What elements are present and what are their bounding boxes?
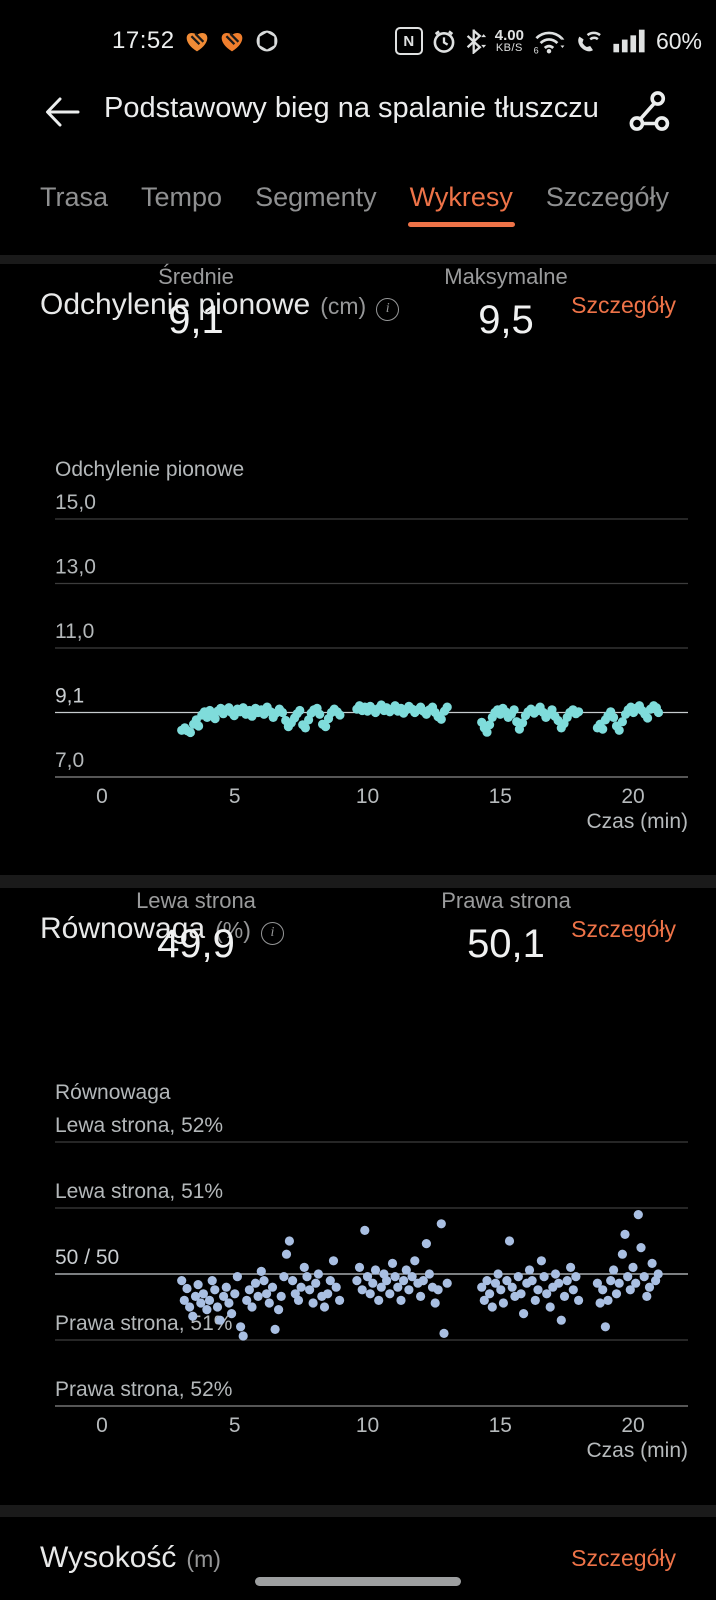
tab-trasa[interactable]: Trasa bbox=[40, 182, 109, 212]
tab-wykresy[interactable]: Wykresy bbox=[407, 182, 515, 227]
svg-text:Prawa strona, 52%: Prawa strona, 52% bbox=[55, 1378, 232, 1401]
svg-text:15,0: 15,0 bbox=[55, 491, 96, 514]
svg-text:15: 15 bbox=[489, 785, 512, 808]
tab-szczegoly[interactable]: Szczegóły bbox=[545, 182, 669, 212]
tab-segmenty[interactable]: Segmenty bbox=[255, 182, 377, 212]
card-vertical-oscillation: Odchylenie pionowe (cm) i Szczegóły Śred… bbox=[0, 264, 716, 875]
svg-text:7,0: 7,0 bbox=[55, 749, 84, 772]
battery-percent: 60% bbox=[655, 27, 702, 54]
svg-text:20: 20 bbox=[621, 1414, 644, 1437]
bluetooth-icon bbox=[466, 29, 486, 54]
header: Podstawowy bieg na spalanie tłuszczu bbox=[0, 86, 716, 138]
svg-text:9,1: 9,1 bbox=[55, 685, 84, 708]
card-divider bbox=[0, 255, 716, 264]
tab-bar: Trasa Tempo Segmenty Wykresy Szczegóły bbox=[40, 182, 686, 227]
svg-text:13,0: 13,0 bbox=[55, 556, 96, 579]
card-unit: (cm) bbox=[320, 293, 367, 319]
svg-text:5: 5 bbox=[229, 1414, 241, 1437]
stat-label: Prawa strona bbox=[441, 888, 571, 913]
signal-bars-icon bbox=[613, 29, 645, 53]
card-title: Równowaga bbox=[40, 912, 206, 945]
wifi-calling-icon bbox=[578, 31, 601, 52]
card-title: Odchylenie pionowe bbox=[40, 288, 311, 321]
stat-right-side: Prawa strona 50,1 bbox=[366, 888, 646, 967]
details-link[interactable]: Szczegóły bbox=[571, 916, 676, 942]
info-icon[interactable]: i bbox=[376, 297, 400, 321]
svg-text:6: 6 bbox=[534, 46, 539, 55]
status-bar: 17:52 N bbox=[0, 18, 716, 64]
svg-text:20: 20 bbox=[621, 785, 644, 808]
share-route-button[interactable] bbox=[624, 86, 672, 136]
svg-text:15: 15 bbox=[489, 1414, 512, 1437]
balance-chart[interactable]: Równowaga Lewa strona, 52% Lewa strona, 51… bbox=[0, 1075, 716, 1465]
stat-value: 49,9 bbox=[157, 922, 235, 966]
vertical-oscillation-chart[interactable]: Odchylenie pionowe 15,0 13,0 11,0 9,1 7,0 0 5 10… bbox=[0, 452, 716, 832]
tab-tempo[interactable]: Tempo bbox=[141, 182, 223, 212]
details-link[interactable]: Szczegóły bbox=[571, 1545, 676, 1571]
active-tab-underline bbox=[407, 222, 515, 227]
route-icon bbox=[629, 91, 670, 131]
health-heart-icon bbox=[186, 32, 207, 52]
network-speed: 4.00 KB/S bbox=[494, 27, 524, 54]
card-unit: (%) bbox=[215, 917, 251, 943]
tab-wykresy-label: Wykresy bbox=[409, 182, 513, 212]
stat-value: 9,1 bbox=[168, 298, 224, 342]
wifi-icon: 6 bbox=[534, 31, 565, 55]
svg-text:0: 0 bbox=[96, 785, 108, 808]
health-heart-icon bbox=[221, 32, 242, 52]
svg-text:11,0: 11,0 bbox=[55, 620, 94, 643]
stat-value: 9,5 bbox=[478, 298, 534, 342]
svg-text:Czas (min): Czas (min) bbox=[586, 810, 688, 832]
stat-value: 50,1 bbox=[467, 922, 545, 966]
stat-average: Średnie 9,1 bbox=[56, 264, 336, 343]
stat-maximum: Maksymalne 9,5 bbox=[366, 264, 646, 343]
info-icon[interactable]: i bbox=[260, 921, 284, 945]
svg-text:Czas (min): Czas (min) bbox=[586, 1439, 688, 1462]
stat-label: Maksymalne bbox=[444, 264, 568, 289]
card-unit: (m) bbox=[186, 1546, 221, 1572]
card-divider bbox=[0, 875, 716, 888]
svg-text:50 / 50: 50 / 50 bbox=[55, 1246, 119, 1269]
svg-text:Prawa strona, 51%: Prawa strona, 51% bbox=[55, 1312, 232, 1335]
nfc-icon: N bbox=[394, 27, 423, 55]
page-title: Podstawowy bieg na spalanie tłuszczu bbox=[104, 92, 599, 124]
svg-text:Lewa strona, 51%: Lewa strona, 51% bbox=[55, 1180, 223, 1203]
svg-text:0: 0 bbox=[96, 1414, 108, 1437]
svg-text:10: 10 bbox=[356, 785, 379, 808]
svg-text:5: 5 bbox=[229, 785, 241, 808]
svg-text:10: 10 bbox=[356, 1414, 379, 1437]
back-button[interactable] bbox=[38, 90, 84, 134]
status-time: 17:52 bbox=[112, 27, 175, 54]
svg-text:Odchylenie pionowe: Odchylenie pionowe bbox=[55, 458, 244, 481]
home-indicator[interactable] bbox=[255, 1577, 461, 1586]
card-divider bbox=[0, 1505, 716, 1517]
svg-text:Lewa strona, 52%: Lewa strona, 52% bbox=[55, 1114, 223, 1137]
card-title: Wysokość bbox=[40, 1541, 177, 1574]
chatgpt-icon bbox=[256, 30, 277, 52]
svg-text:Równowaga: Równowaga bbox=[55, 1081, 171, 1104]
stat-left-side: Lewa strona 49,9 bbox=[56, 888, 336, 967]
details-link[interactable]: Szczegóły bbox=[571, 292, 676, 318]
card-balance: Równowaga (%) i Szczegóły Lewa strona 49… bbox=[0, 888, 716, 1505]
back-arrow-icon bbox=[46, 97, 80, 127]
card-altitude: Wysokość (m) Szczegóły bbox=[0, 1517, 716, 1600]
stat-label: Lewa strona bbox=[136, 888, 256, 913]
stat-label: Średnie bbox=[158, 264, 234, 289]
alarm-icon bbox=[433, 30, 455, 53]
